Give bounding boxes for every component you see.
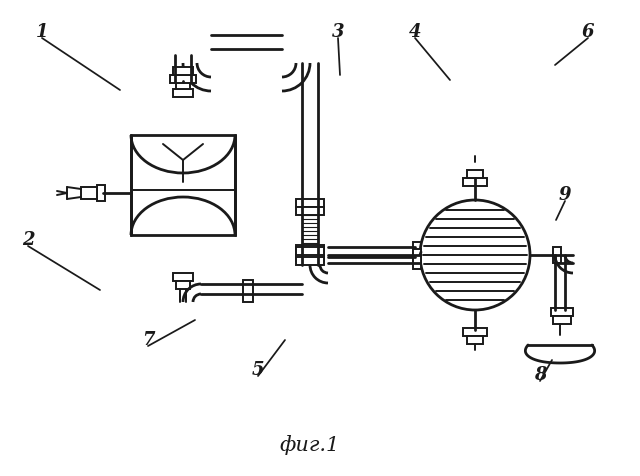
Ellipse shape [420,200,530,310]
Text: 7: 7 [141,331,154,349]
Bar [553,316,571,324]
Text: 6: 6 [582,23,595,41]
Bar [413,242,421,264]
Bar [173,67,193,75]
Bar [296,247,324,255]
Bar [551,308,573,316]
Bar [296,257,324,265]
Text: фиг.1: фиг.1 [280,435,340,455]
Bar [81,187,97,199]
Bar [243,280,253,302]
Bar [467,336,483,344]
Bar [296,245,324,253]
Bar [176,81,190,89]
Bar [463,178,487,186]
Text: 5: 5 [252,361,264,379]
Bar [173,273,193,281]
Text: 8: 8 [534,366,547,384]
Text: 9: 9 [559,186,572,204]
Bar [467,170,483,178]
Text: 1: 1 [36,23,48,41]
Bar [296,253,324,261]
Bar [176,281,190,289]
Bar [173,89,193,97]
Text: 3: 3 [332,23,344,41]
Bar [170,75,196,83]
Text: 4: 4 [409,23,421,41]
Bar [131,135,235,235]
Text: 2: 2 [22,231,35,249]
Bar [97,185,105,201]
Bar [296,207,324,215]
Bar [413,249,421,269]
Bar [463,328,487,336]
Bar [553,247,561,263]
Bar [296,199,324,207]
